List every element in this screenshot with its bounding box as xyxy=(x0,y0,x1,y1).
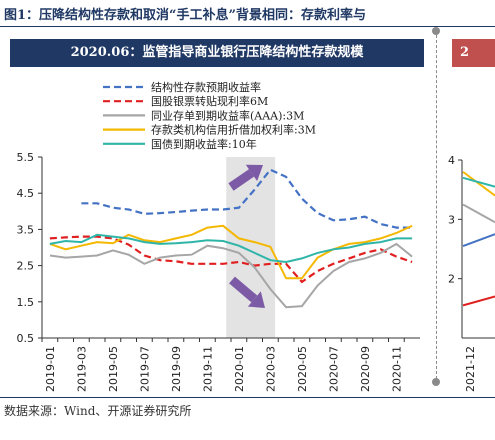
up-arrow xyxy=(228,164,263,191)
panel-divider xyxy=(436,30,437,384)
source-rule xyxy=(0,397,495,398)
legend-label: 存款类机构信用折借加权利率:3M xyxy=(151,123,316,137)
x-tick-label: 2019-07 xyxy=(138,346,151,392)
x-tick-label: 2020-03 xyxy=(264,346,277,392)
legend-label: 国股银票转贴现利率6M xyxy=(151,94,268,108)
legend-label: 国债到期收益率:10年 xyxy=(151,137,257,151)
right-x-tick-label: 2021-12 xyxy=(464,346,477,392)
y-tick-label: 2.5 xyxy=(17,260,35,273)
x-tick-label: 2020-05 xyxy=(296,346,309,392)
series-line-3 xyxy=(49,242,413,309)
right-panel-title: 2 xyxy=(452,39,495,67)
series-line-1 xyxy=(81,168,413,229)
left-panel-title: 2020.06：监管指导商业银行压降结构性存款规模 xyxy=(10,39,424,67)
y-tick-label: 4.5 xyxy=(17,187,35,200)
y-tick-label: 5.5 xyxy=(17,151,35,164)
right-series-line-3 xyxy=(462,203,495,224)
y-tick-label: 0.5 xyxy=(17,332,35,345)
series-line-4 xyxy=(49,224,413,280)
x-tick-label: 2020-07 xyxy=(327,346,340,392)
source-note: 数据来源：Wind、开源证券研究所 xyxy=(4,404,192,418)
right-series-line-2 xyxy=(462,176,495,188)
right-series-line-4 xyxy=(462,233,495,247)
legend-label: 同业存单到期收益率(AAA):3M xyxy=(151,108,304,122)
right-y-tick-label: 2 xyxy=(448,273,455,286)
x-tick-label: 2019-09 xyxy=(170,346,183,392)
right-series-line-5 xyxy=(462,295,495,307)
x-tick-label: 2019-05 xyxy=(107,346,120,392)
divider-dot-top xyxy=(432,27,440,35)
down-arrow xyxy=(229,276,265,308)
figure-title: 图1：压降结构性存款和取消“手工补息”背景相同：存款利率与 xyxy=(4,8,367,22)
series-line-2 xyxy=(49,235,413,284)
series-line-5 xyxy=(49,233,413,264)
x-tick-label: 2019-03 xyxy=(75,346,88,392)
right-series-line-1 xyxy=(462,171,495,197)
x-tick-label: 2020-01 xyxy=(233,346,246,392)
y-tick-label: 3.5 xyxy=(17,223,35,236)
divider-dot-bottom xyxy=(432,378,440,386)
right-y-tick-label: 4 xyxy=(448,154,455,167)
rates-chart: 0.5 1.5 2.5 3.5 4.5 5.5 2019-01 2019-03 2019-05 2… xyxy=(17,80,495,392)
legend-label: 结构性存款预期收益率 xyxy=(151,80,261,94)
x-tick-label: 2019-01 xyxy=(44,346,57,392)
right-y-tick-label: 3 xyxy=(448,213,455,226)
x-tick-label: 2019-11 xyxy=(201,346,214,392)
x-tick-label: 2020-11 xyxy=(390,346,403,392)
y-tick-label: 1.5 xyxy=(17,296,35,309)
title-rule xyxy=(0,26,495,27)
x-tick-label: 2020-09 xyxy=(359,346,372,392)
